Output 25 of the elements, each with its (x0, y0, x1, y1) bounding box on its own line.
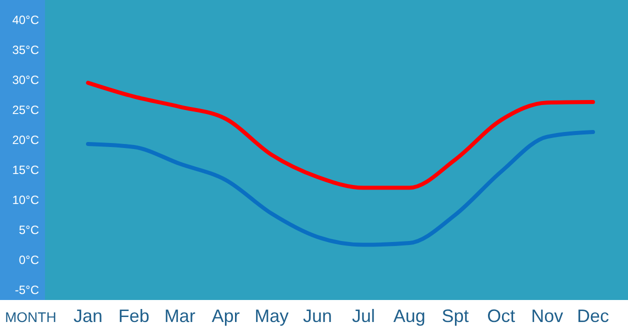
x-tick-label: Spt (442, 306, 469, 326)
y-tick-label: 25°C (12, 103, 40, 117)
x-tick-label: Feb (118, 306, 150, 326)
y-tick-label: 30°C (12, 73, 40, 87)
x-tick-label: Jun (303, 306, 332, 326)
y-tick-label: 0°C (18, 253, 40, 267)
line-series (86, 80, 595, 190)
x-tick-label: Jan (73, 306, 103, 326)
x-tick-label: Jul (352, 306, 375, 326)
y-tick-label: 15°C (12, 163, 40, 177)
x-tick-label: May (254, 306, 289, 326)
y-tick-label: -5°C (14, 283, 40, 297)
y-tick-label: 10°C (12, 193, 40, 207)
x-tick-label: Apr (212, 306, 240, 326)
x-tick-label: Aug (393, 306, 426, 326)
line-series (86, 130, 595, 247)
y-tick-label: 5°C (18, 223, 40, 237)
y-tick-label: 20°C (12, 133, 40, 147)
x-tick-label: Mar (164, 306, 196, 326)
x-tick-label: Dec (576, 306, 610, 326)
y-tick-label: 40°C (12, 13, 40, 27)
x-tick-label: Nov (531, 306, 564, 326)
x-axis-title: MONTH (5, 309, 56, 325)
x-tick-label: Oct (487, 306, 516, 326)
y-tick-label: 35°C (12, 43, 40, 57)
